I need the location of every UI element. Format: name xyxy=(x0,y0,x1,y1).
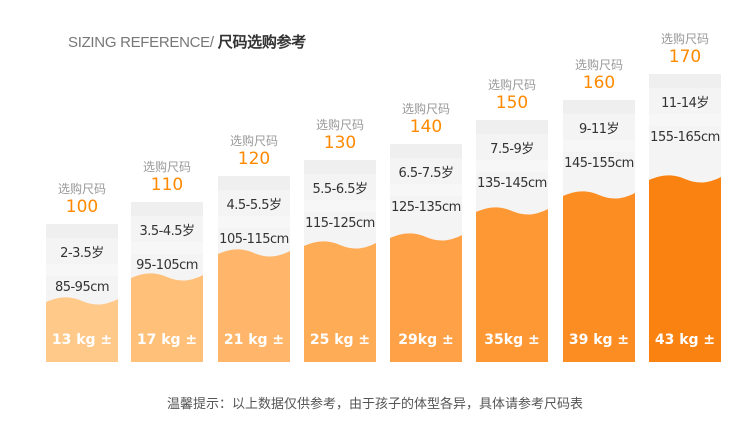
footer-note: 温馨提示：以上数据仅供参考，由于孩子的体型各异，具体请参考尺码表 xyxy=(166,397,583,412)
title-chinese: 尺码选购参考 xyxy=(217,33,307,51)
weight-fill: 13 kg ± xyxy=(46,297,118,362)
height-range: 155-165cm xyxy=(650,130,720,145)
age-range: 3.5-4.5岁 xyxy=(139,224,195,239)
age-range: 9-11岁 xyxy=(578,122,620,137)
weight-value: 21 kg ± xyxy=(223,332,285,348)
wave-icon xyxy=(304,241,376,254)
row-band xyxy=(563,140,635,152)
height-range: 95-105cm xyxy=(136,258,198,273)
age-range: 6.5-7.5岁 xyxy=(398,166,454,181)
weight-fill: 43 kg ± xyxy=(649,175,721,362)
size-value: 100 xyxy=(65,197,99,217)
weight-value: 29kg ± xyxy=(398,332,454,348)
row-band xyxy=(476,120,548,134)
height-range: 85-95cm xyxy=(54,280,110,295)
size-column-110: 选购尺码 110 3.5-4.5岁 95-105cm 17 kg ± xyxy=(131,158,203,362)
wave-icon xyxy=(649,175,721,188)
page-title: SIZING REFERENCE/尺码选购参考 xyxy=(68,31,306,52)
size-value: 150 xyxy=(495,93,529,113)
height-range: 105-115cm xyxy=(219,232,289,247)
weight-value: 25 kg ± xyxy=(309,332,371,348)
row-band xyxy=(390,184,462,196)
weight-fill: 25 kg ± xyxy=(304,241,376,362)
age-range: 4.5-5.5岁 xyxy=(226,198,282,213)
size-value: 110 xyxy=(150,175,184,195)
weight-value: 43 kg ± xyxy=(654,332,716,348)
row-band xyxy=(218,216,290,228)
size-label: 选购尺码 xyxy=(315,118,364,132)
size-value: 160 xyxy=(582,73,616,93)
size-label: 选购尺码 xyxy=(574,58,623,72)
row-band xyxy=(46,264,118,276)
age-range: 2-3.5岁 xyxy=(60,246,104,261)
weight-fill: 17 kg ± xyxy=(131,273,203,362)
size-label: 选购尺码 xyxy=(229,134,278,148)
weight-fill: 35kg ± xyxy=(476,207,548,362)
height-range: 135-145cm xyxy=(477,176,547,191)
row-band xyxy=(131,202,203,216)
weight-value: 35kg ± xyxy=(484,332,540,348)
size-value: 140 xyxy=(409,117,443,137)
size-label: 选购尺码 xyxy=(142,160,191,174)
size-value: 170 xyxy=(668,47,702,67)
row-band xyxy=(476,160,548,172)
row-band xyxy=(563,100,635,114)
wave-icon xyxy=(563,191,635,204)
row-band xyxy=(649,74,721,88)
size-label: 选购尺码 xyxy=(57,182,106,196)
height-range: 115-125cm xyxy=(305,216,375,231)
size-column-160: 选购尺码 160 9-11岁 145-155cm 39 kg ± xyxy=(563,56,635,362)
size-column-130: 选购尺码 130 5.5-6.5岁 115-125cm 25 kg ± xyxy=(304,116,376,362)
size-column-140: 选购尺码 140 6.5-7.5岁 125-135cm 29kg ± xyxy=(390,100,462,362)
size-value: 130 xyxy=(323,133,357,153)
row-band xyxy=(131,242,203,254)
row-band xyxy=(218,176,290,190)
size-label: 选购尺码 xyxy=(401,102,450,116)
row-band xyxy=(46,224,118,238)
height-range: 145-155cm xyxy=(564,156,634,171)
weight-value: 17 kg ± xyxy=(136,332,198,348)
row-band xyxy=(390,144,462,158)
size-column-170: 选购尺码 170 11-14岁 155-165cm 43 kg ± xyxy=(649,30,721,362)
size-value: 120 xyxy=(237,149,271,169)
size-label: 选购尺码 xyxy=(487,78,536,92)
size-column-120: 选购尺码 120 4.5-5.5岁 105-115cm 21 kg ± xyxy=(218,132,290,362)
weight-fill: 21 kg ± xyxy=(218,249,290,362)
size-label: 选购尺码 xyxy=(660,32,709,46)
age-range: 5.5-6.5岁 xyxy=(312,182,368,197)
wave-icon xyxy=(390,233,462,246)
weight-fill: 39 kg ± xyxy=(563,191,635,362)
row-band xyxy=(304,160,376,174)
age-range: 7.5-9岁 xyxy=(490,142,534,157)
row-band xyxy=(649,114,721,126)
row-band xyxy=(304,200,376,212)
weight-fill: 29kg ± xyxy=(390,233,462,362)
size-column-150: 选购尺码 150 7.5-9岁 135-145cm 35kg ± xyxy=(476,76,548,362)
size-column-100: 选购尺码 100 2-3.5岁 85-95cm 13 kg ± xyxy=(46,180,118,362)
wave-icon xyxy=(476,207,548,220)
title-english: SIZING REFERENCE/ xyxy=(68,34,214,51)
height-range: 125-135cm xyxy=(391,200,461,215)
age-range: 11-14岁 xyxy=(661,96,709,111)
wave-icon xyxy=(218,249,290,262)
wave-icon xyxy=(46,297,118,310)
weight-value: 13 kg ± xyxy=(51,332,113,348)
wave-icon xyxy=(131,273,203,286)
weight-value: 39 kg ± xyxy=(568,332,630,348)
